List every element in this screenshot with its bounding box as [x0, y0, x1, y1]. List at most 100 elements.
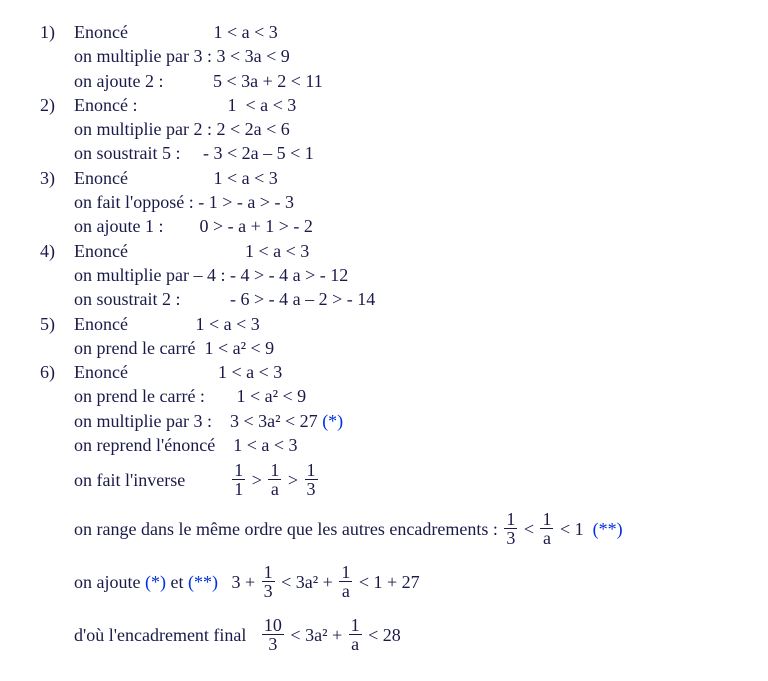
step-math: - 4 > - 4 a > - 12	[230, 265, 348, 285]
exercise-4: 4) Enoncé 1 < a < 3 on multiplie par – 4…	[40, 239, 748, 312]
line-fraction: on range dans le même ordre que les autr…	[74, 510, 623, 547]
op: < 1 + 27	[354, 570, 419, 594]
spacer	[128, 241, 245, 261]
exercise-5: 5) Enoncé 1 < a < 3 on prend le carré 1 …	[40, 312, 748, 361]
ref-star: (**)	[188, 570, 218, 594]
step-math: 1 < a² < 9	[236, 386, 306, 406]
step-math: 3 < 3a < 9	[216, 46, 289, 66]
exercise-body: Enoncé 1 < a < 3 on prend le carré : 1 <…	[74, 360, 748, 661]
spacer	[128, 362, 218, 382]
exercise-3: 3) Enoncé 1 < a < 3 on fait l'opposé : -…	[40, 166, 748, 239]
fraction: 1a	[349, 616, 362, 653]
step-label: on prend le carré :	[74, 386, 205, 406]
step-label: on ajoute	[74, 570, 145, 594]
step-math: 1 < a < 3	[227, 95, 296, 115]
line: on ajoute 2 : 5 < 3a + 2 < 11	[74, 69, 748, 93]
step-math: 5 < 3a + 2 < 11	[213, 71, 323, 91]
step-label: Enoncé	[74, 241, 128, 261]
step-math: 1 < a < 3	[213, 22, 277, 42]
step-math: 3 < 3a² < 27	[230, 411, 318, 431]
step-math: - 3 < 2a – 5 < 1	[203, 143, 314, 163]
line: on prend le carré : 1 < a² < 9	[74, 384, 748, 408]
step-label: on multiplie par 3 :	[74, 46, 212, 66]
step-label: on prend le carré	[74, 338, 195, 358]
ref-star: (*)	[318, 411, 344, 431]
step-label: on multiplie par 3 :	[74, 411, 212, 431]
spacer	[205, 386, 237, 406]
step-label: Enoncé :	[74, 95, 137, 115]
step-label: Enoncé	[74, 22, 128, 42]
op: < 3a² +	[286, 623, 347, 647]
line: on multiplie par 3 : 3 < 3a² < 27 (*)	[74, 409, 748, 433]
exercise-number: 3)	[40, 166, 74, 239]
step-label: on soustrait 2 :	[74, 289, 181, 309]
step-label: d'où l'encadrement final	[74, 623, 260, 647]
fraction: 11	[232, 461, 245, 498]
text: et	[166, 570, 188, 594]
line-fraction: d'où l'encadrement final 103 < 3a² + 1a …	[74, 616, 401, 653]
line: on reprend l'énoncé 1 < a < 3	[74, 433, 748, 457]
exercise-number: 5)	[40, 312, 74, 361]
op: >	[247, 468, 266, 492]
step-math: 1 < a < 3	[213, 168, 277, 188]
op: < 1	[555, 517, 583, 541]
exercise-body: Enoncé 1 < a < 3 on multiplie par 3 : 3 …	[74, 20, 748, 93]
step-math: 0 > - a + 1 > - 2	[199, 216, 312, 236]
step-math: 1 < a < 3	[233, 435, 297, 455]
spacer	[128, 168, 214, 188]
step-label: Enoncé	[74, 314, 128, 334]
line: on prend le carré 1 < a² < 9	[74, 336, 748, 360]
step-label: on ajoute 1 :	[74, 216, 163, 236]
line: on soustrait 2 : - 6 > - 4 a – 2 > - 14	[74, 287, 748, 311]
exercise-body: Enoncé 1 < a < 3 on prend le carré 1 < a…	[74, 312, 748, 361]
step-label: on reprend l'énoncé	[74, 435, 215, 455]
line: Enoncé 1 < a < 3	[74, 166, 748, 190]
line: on multiplie par 3 : 3 < 3a < 9	[74, 44, 748, 68]
step-label: Enoncé	[74, 362, 128, 382]
spacer	[163, 216, 199, 236]
line: Enoncé 1 < a < 3	[74, 360, 748, 384]
spacer	[181, 289, 231, 309]
step-label: on ajoute 2 :	[74, 71, 163, 91]
op: <	[519, 517, 538, 541]
line: Enoncé 1 < a < 3	[74, 20, 748, 44]
line-fraction: on fait l'inverse 11 > 1a > 13	[74, 461, 320, 498]
line: Enoncé 1 < a < 3	[74, 239, 748, 263]
exercise-6: 6) Enoncé 1 < a < 3 on prend le carré : …	[40, 360, 748, 661]
step-math: - 6 > - 4 a – 2 > - 14	[230, 289, 375, 309]
spacer	[185, 468, 230, 492]
step-label: on fait l'inverse	[74, 468, 185, 492]
text: 3 +	[218, 570, 260, 594]
step-math: 2 < 2a < 6	[216, 119, 289, 139]
line: on ajoute 1 : 0 > - a + 1 > - 2	[74, 214, 748, 238]
step-label: on soustrait 5 :	[74, 143, 181, 163]
line-fraction: on ajoute (*) et (**) 3 + 13 < 3a² + 1a …	[74, 563, 420, 600]
spacer	[215, 435, 233, 455]
line: on multiplie par – 4 : - 4 > - 4 a > - 1…	[74, 263, 748, 287]
exercise-2: 2) Enoncé : 1 < a < 3 on multiplie par 2…	[40, 93, 748, 166]
fraction: 13	[504, 510, 517, 547]
exercise-number: 4)	[40, 239, 74, 312]
op: >	[283, 468, 302, 492]
fraction: 1a	[540, 510, 553, 547]
fraction: 1a	[268, 461, 281, 498]
fraction: 1a	[339, 563, 352, 600]
spacer	[137, 95, 227, 115]
step-label: on multiplie par 2 :	[74, 119, 212, 139]
step-math: - 1 > - a > - 3	[198, 192, 294, 212]
line: on fait l'opposé : - 1 > - a > - 3	[74, 190, 748, 214]
fraction: 13	[262, 563, 275, 600]
ref-star: (**)	[584, 517, 623, 541]
spacer	[212, 411, 230, 431]
line: on soustrait 5 : - 3 < 2a – 5 < 1	[74, 141, 748, 165]
line: Enoncé : 1 < a < 3	[74, 93, 748, 117]
line: Enoncé 1 < a < 3	[74, 312, 748, 336]
op: < 28	[364, 623, 401, 647]
step-label: on fait l'opposé :	[74, 192, 194, 212]
step-label: on range dans le même ordre que les autr…	[74, 517, 502, 541]
fraction: 13	[305, 461, 318, 498]
step-math: 1 < a < 3	[245, 241, 309, 261]
spacer	[181, 143, 204, 163]
step-label: Enoncé	[74, 168, 128, 188]
step-math: 1 < a² < 9	[204, 338, 274, 358]
